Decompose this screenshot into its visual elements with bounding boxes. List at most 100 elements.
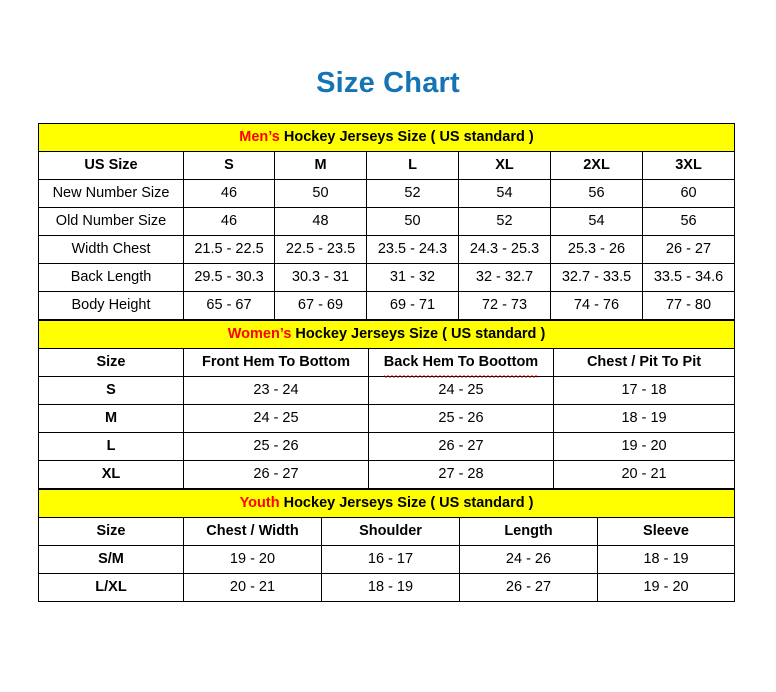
mens-cell: 67 - 69 xyxy=(274,291,367,320)
womens-cell: 24 - 25 xyxy=(183,404,369,433)
mens-cell: 24.3 - 25.3 xyxy=(458,235,551,264)
mens-cell: 46 xyxy=(183,207,275,236)
youth-row-label: L/XL xyxy=(38,573,184,602)
youth-cell: 24 - 26 xyxy=(459,545,598,574)
mens-cell: 22.5 - 23.5 xyxy=(274,235,367,264)
mens-row-label: Width Chest xyxy=(38,235,184,264)
womens-header-cell: Front Hem To Bottom xyxy=(183,348,369,377)
youth-header-cell: Sleeve xyxy=(596,517,736,546)
mens-cell: 32 - 32.7 xyxy=(458,263,551,292)
mens-cell: 54 xyxy=(550,207,643,236)
youth-section-banner-row: Youth Hockey Jerseys Size ( US standard … xyxy=(37,489,736,518)
mens-header-row: US Size S M L XL 2XL 3XL xyxy=(38,151,736,180)
youth-cell: 20 - 21 xyxy=(183,573,322,602)
womens-row-label: L xyxy=(38,432,184,461)
youth-section-banner: Youth Hockey Jerseys Size ( US standard … xyxy=(37,489,736,518)
womens-row-label: M xyxy=(38,404,184,433)
mens-cell: 74 - 76 xyxy=(550,291,643,320)
mens-banner-rest: Hockey Jerseys Size ( US standard ) xyxy=(279,129,534,145)
table-row: Back Length 29.5 - 30.3 30.3 - 31 31 - 3… xyxy=(38,263,736,292)
table-row: L 25 - 26 26 - 27 19 - 20 xyxy=(38,432,736,461)
youth-header-cell: Length xyxy=(459,517,598,546)
mens-cell: 23.5 - 24.3 xyxy=(366,235,459,264)
mens-cell: 50 xyxy=(274,179,367,208)
mens-cell: 72 - 73 xyxy=(458,291,551,320)
mens-cell: 32.7 - 33.5 xyxy=(550,263,643,292)
womens-cell: 25 - 26 xyxy=(368,404,554,433)
youth-cell: 18 - 19 xyxy=(596,545,736,574)
youth-cell: 19 - 20 xyxy=(183,545,322,574)
table-row: L/XL 20 - 21 18 - 19 26 - 27 19 - 20 xyxy=(38,573,736,602)
mens-header-cell: 3XL xyxy=(641,151,736,180)
table-row: New Number Size 46 50 52 54 56 60 xyxy=(38,179,736,208)
table-row: Old Number Size 46 48 50 52 54 56 xyxy=(38,207,736,236)
youth-cell: 19 - 20 xyxy=(596,573,736,602)
womens-header-cell-misspelled: Back Hem To Boottom xyxy=(368,348,554,378)
youth-header-row: Size Chest / Width Shoulder Length Sleev… xyxy=(38,517,736,546)
mens-header-cell: XL xyxy=(458,151,551,180)
mens-cell: 48 xyxy=(274,207,367,236)
mens-cell: 29.5 - 30.3 xyxy=(183,263,275,292)
womens-size-table: Women’s Hockey Jerseys Size ( US standar… xyxy=(37,320,736,489)
youth-row-label: S/M xyxy=(38,545,184,574)
youth-header-cell: Shoulder xyxy=(321,517,460,546)
mens-cell: 69 - 71 xyxy=(366,291,459,320)
mens-cell: 56 xyxy=(550,179,643,208)
mens-section-banner-row: Men’s Hockey Jerseys Size ( US standard … xyxy=(37,123,736,152)
mens-size-table: Men’s Hockey Jerseys Size ( US standard … xyxy=(37,123,736,320)
mens-row-label: Old Number Size xyxy=(38,207,184,236)
womens-header-row: Size Front Hem To Bottom Back Hem To Boo… xyxy=(38,348,736,378)
table-row: Width Chest 21.5 - 22.5 22.5 - 23.5 23.5… xyxy=(38,235,736,264)
youth-cell: 26 - 27 xyxy=(459,573,598,602)
mens-cell: 21.5 - 22.5 xyxy=(183,235,275,264)
youth-cell: 18 - 19 xyxy=(321,573,460,602)
youth-header-cell: Size xyxy=(38,517,184,546)
table-row: XL 26 - 27 27 - 28 20 - 21 xyxy=(38,460,736,489)
womens-cell: 19 - 20 xyxy=(552,432,736,461)
mens-cell: 46 xyxy=(183,179,275,208)
mens-cell: 26 - 27 xyxy=(641,235,736,264)
mens-cell: 52 xyxy=(458,207,551,236)
misspelled-word: Back Hem To Boottom xyxy=(383,349,539,378)
mens-header-cell: L xyxy=(366,151,459,180)
womens-banner-accent: Women’s xyxy=(227,326,292,342)
mens-cell: 60 xyxy=(641,179,736,208)
mens-cell: 33.5 - 34.6 xyxy=(641,263,736,292)
mens-banner-accent: Men’s xyxy=(239,129,280,145)
mens-row-label: Back Length xyxy=(38,263,184,292)
womens-cell: 18 - 19 xyxy=(552,404,736,433)
womens-header-cell: Size xyxy=(38,348,184,377)
mens-cell: 56 xyxy=(641,207,736,236)
youth-header-cell: Chest / Width xyxy=(183,517,322,546)
mens-cell: 65 - 67 xyxy=(183,291,275,320)
mens-header-cell: M xyxy=(274,151,367,180)
mens-cell: 77 - 80 xyxy=(641,291,736,320)
size-chart-container: Men’s Hockey Jerseys Size ( US standard … xyxy=(37,123,736,602)
youth-banner-accent: Youth xyxy=(239,495,280,511)
womens-cell: 17 - 18 xyxy=(552,376,736,405)
youth-size-table: Youth Hockey Jerseys Size ( US standard … xyxy=(37,489,736,602)
youth-cell: 16 - 17 xyxy=(321,545,460,574)
womens-cell: 26 - 27 xyxy=(368,432,554,461)
mens-row-label: New Number Size xyxy=(38,179,184,208)
table-row: M 24 - 25 25 - 26 18 - 19 xyxy=(38,404,736,433)
mens-cell: 50 xyxy=(366,207,459,236)
womens-cell: 27 - 28 xyxy=(368,460,554,489)
mens-cell: 25.3 - 26 xyxy=(550,235,643,264)
table-row: S 23 - 24 24 - 25 17 - 18 xyxy=(38,376,736,405)
page-title: Size Chart xyxy=(316,67,460,99)
mens-header-cell: S xyxy=(183,151,275,180)
table-row: S/M 19 - 20 16 - 17 24 - 26 18 - 19 xyxy=(38,545,736,574)
mens-cell: 30.3 - 31 xyxy=(274,263,367,292)
womens-cell: 25 - 26 xyxy=(183,432,369,461)
womens-section-banner-row: Women’s Hockey Jerseys Size ( US standar… xyxy=(37,320,736,349)
youth-banner-rest: Hockey Jerseys Size ( US standard ) xyxy=(279,495,534,511)
mens-cell: 31 - 32 xyxy=(366,263,459,292)
table-row: Body Height 65 - 67 67 - 69 69 - 71 72 -… xyxy=(38,291,736,320)
womens-banner-rest: Hockey Jerseys Size ( US standard ) xyxy=(291,326,546,342)
mens-section-banner: Men’s Hockey Jerseys Size ( US standard … xyxy=(37,123,736,152)
womens-cell: 26 - 27 xyxy=(183,460,369,489)
mens-header-cell: 2XL xyxy=(550,151,643,180)
mens-cell: 54 xyxy=(458,179,551,208)
